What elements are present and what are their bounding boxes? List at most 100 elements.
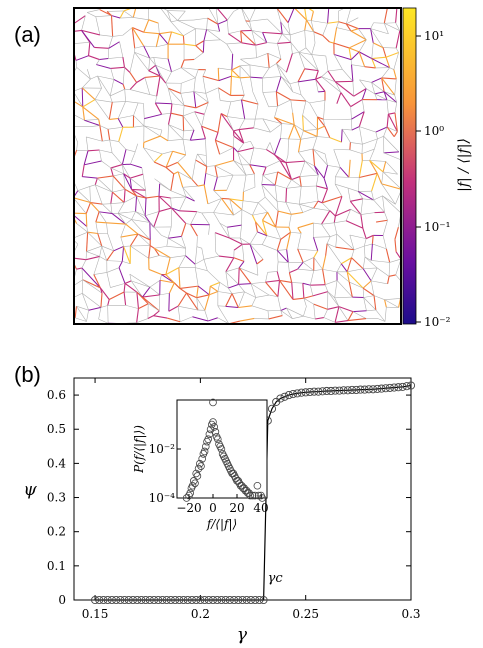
network-edge [335,176,349,178]
network-edge [345,23,352,32]
network-edge [220,100,231,103]
network-edge [111,15,121,19]
network-edge [362,268,372,282]
network-edge [322,35,330,43]
network-edge [193,91,197,108]
network-edge [313,250,319,258]
network-edge [148,58,150,71]
network-edge [327,8,330,24]
network-edge [321,70,329,77]
network-edge [181,236,186,249]
network-edge [137,233,151,241]
network-edge [310,20,315,32]
network-edge [261,184,266,198]
network-edge [84,119,101,127]
network-edge [382,195,385,213]
network-edge [159,207,172,212]
network-edge [383,171,398,175]
network-edge [99,149,113,154]
network-edge [178,305,199,311]
data-point [200,595,209,605]
network-edge [276,63,287,73]
network-edge [351,257,364,270]
network-edge [202,69,207,77]
network-edge [335,167,341,177]
network-edge [196,236,198,247]
network-edge [117,202,125,214]
inset-data-point [248,491,257,500]
network-edge [98,119,101,126]
network-edge [121,246,125,262]
network-edge [81,267,101,289]
network-edge [233,135,245,144]
network-edge [155,65,166,84]
x-tick-label: 0.25 [292,607,319,621]
network-edge [205,138,207,156]
network-edge [375,132,378,139]
network-edge [286,307,293,319]
network-edge [238,291,245,308]
data-point [145,595,154,605]
network-edge [148,303,160,312]
network-edge [110,68,115,80]
network-edge [76,67,91,80]
network-edge [384,91,395,96]
network-edge [309,102,318,118]
network-edge [195,101,209,109]
network-edge [202,76,207,94]
network-edge [170,197,172,209]
network-edge [359,79,367,89]
network-edge [129,72,138,83]
network-edge [76,142,78,151]
data-point [204,595,213,605]
network-edge [310,11,314,21]
network-edge [313,303,328,310]
network-edge [214,232,230,239]
network-edge [194,267,199,287]
network-edge [153,57,156,66]
network-edge [122,67,125,85]
network-edge [291,211,303,215]
inset-x-tick-label: 0 [209,501,217,515]
network-edge [99,149,102,162]
network-edge [393,69,397,80]
network-edge [266,142,271,150]
network-edge [352,311,367,319]
network-edge [182,187,187,197]
network-edge [302,115,304,131]
network-edge [277,296,282,311]
network-edge [261,184,276,186]
network-edge [349,281,364,289]
network-edge [109,139,113,153]
network-edge [374,91,385,95]
network-edge [106,267,120,273]
network-edge [190,224,198,237]
data-point [208,595,218,605]
network-edge [285,155,289,163]
network-edge [290,99,307,102]
network-edge [371,82,385,92]
network-edge [197,285,210,296]
network-edge [191,159,196,180]
network-edge [168,124,184,132]
network-edge [165,257,171,275]
network-edge [167,113,172,125]
network-edge [226,175,234,191]
network-edge [88,306,102,311]
colorbar-tick-label: 10⁰ [424,124,444,138]
network-edge [189,129,195,141]
network-edge [196,246,202,249]
data-point [183,595,192,605]
network-edge [226,42,242,45]
data-point [107,595,116,605]
network-edge [225,305,239,308]
network-edge [327,69,343,72]
network-edge [122,164,124,174]
data-point [246,595,255,605]
network-edge [262,212,268,221]
network-edge [369,148,375,161]
network-edge [186,292,199,311]
network-edge [76,306,87,322]
x-tick-label: 0.3 [401,607,420,621]
network-edge [312,148,326,155]
